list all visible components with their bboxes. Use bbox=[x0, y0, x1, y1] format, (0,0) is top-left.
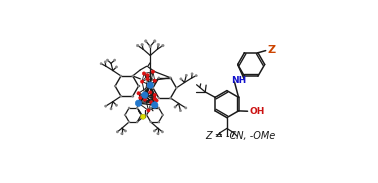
Circle shape bbox=[115, 104, 118, 106]
Circle shape bbox=[146, 74, 149, 77]
Circle shape bbox=[147, 82, 153, 88]
Circle shape bbox=[136, 121, 138, 123]
Circle shape bbox=[135, 100, 142, 107]
Circle shape bbox=[100, 63, 102, 65]
Circle shape bbox=[170, 97, 172, 99]
Circle shape bbox=[155, 99, 158, 102]
Circle shape bbox=[143, 98, 146, 101]
Circle shape bbox=[141, 80, 144, 83]
Text: Z: Z bbox=[268, 45, 276, 55]
Circle shape bbox=[158, 121, 160, 123]
Circle shape bbox=[114, 85, 116, 87]
Text: OH: OH bbox=[250, 107, 265, 116]
Circle shape bbox=[136, 44, 139, 47]
Circle shape bbox=[174, 106, 176, 108]
Circle shape bbox=[115, 66, 118, 68]
Circle shape bbox=[143, 94, 146, 98]
Circle shape bbox=[124, 114, 126, 116]
Circle shape bbox=[150, 121, 152, 123]
Circle shape bbox=[141, 114, 146, 119]
Circle shape bbox=[110, 108, 112, 110]
Circle shape bbox=[191, 73, 193, 75]
Circle shape bbox=[146, 114, 147, 116]
Circle shape bbox=[113, 59, 116, 61]
Circle shape bbox=[147, 109, 150, 112]
Circle shape bbox=[153, 130, 155, 132]
Circle shape bbox=[153, 79, 156, 82]
Circle shape bbox=[142, 92, 148, 98]
Circle shape bbox=[158, 107, 160, 109]
Circle shape bbox=[132, 75, 133, 77]
Circle shape bbox=[157, 133, 159, 135]
Circle shape bbox=[170, 77, 172, 79]
Circle shape bbox=[152, 102, 158, 108]
Circle shape bbox=[153, 40, 156, 42]
Text: Z = -CN, -OMe: Z = -CN, -OMe bbox=[206, 131, 276, 141]
Circle shape bbox=[161, 131, 164, 133]
Circle shape bbox=[132, 95, 133, 97]
Circle shape bbox=[158, 97, 160, 99]
Circle shape bbox=[106, 59, 108, 61]
Circle shape bbox=[120, 75, 122, 77]
Circle shape bbox=[180, 78, 182, 80]
Circle shape bbox=[136, 107, 138, 109]
Circle shape bbox=[149, 91, 152, 94]
Text: NH: NH bbox=[231, 76, 246, 85]
Circle shape bbox=[179, 110, 181, 112]
Circle shape bbox=[162, 114, 164, 116]
Circle shape bbox=[120, 95, 122, 97]
Circle shape bbox=[153, 97, 156, 100]
Circle shape bbox=[137, 92, 140, 95]
Circle shape bbox=[128, 121, 130, 123]
Circle shape bbox=[162, 44, 164, 47]
Circle shape bbox=[185, 74, 187, 76]
Circle shape bbox=[146, 77, 149, 81]
Circle shape bbox=[140, 114, 142, 116]
Circle shape bbox=[157, 43, 160, 46]
Circle shape bbox=[144, 40, 147, 42]
Circle shape bbox=[138, 85, 139, 87]
Circle shape bbox=[128, 107, 130, 109]
Circle shape bbox=[150, 107, 152, 109]
Circle shape bbox=[104, 61, 106, 63]
Circle shape bbox=[152, 87, 154, 89]
Circle shape bbox=[175, 87, 177, 89]
Circle shape bbox=[141, 43, 143, 46]
Circle shape bbox=[151, 70, 155, 73]
Circle shape bbox=[105, 105, 107, 107]
Circle shape bbox=[195, 74, 197, 77]
Circle shape bbox=[121, 133, 123, 135]
Circle shape bbox=[158, 77, 160, 79]
Circle shape bbox=[153, 94, 156, 97]
Circle shape bbox=[124, 130, 127, 132]
Circle shape bbox=[150, 101, 153, 104]
Circle shape bbox=[139, 96, 142, 99]
Circle shape bbox=[185, 107, 187, 109]
Circle shape bbox=[143, 72, 146, 75]
Circle shape bbox=[149, 45, 152, 48]
Circle shape bbox=[116, 131, 118, 133]
